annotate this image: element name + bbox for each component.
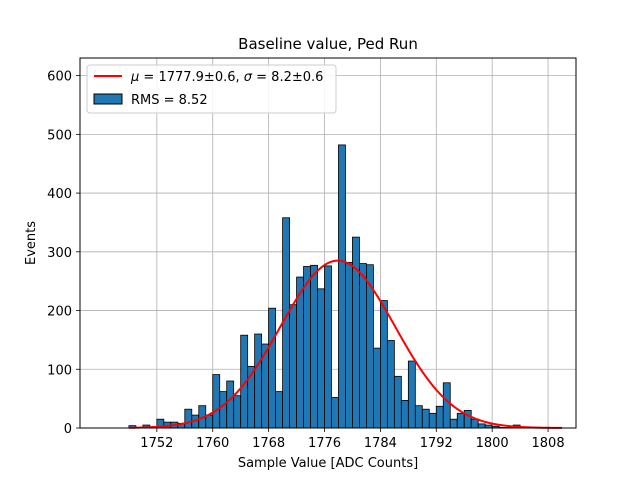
y-tick-label: 100 <box>47 363 72 378</box>
y-tick-label: 600 <box>47 70 72 85</box>
x-tick-label: 1760 <box>196 436 229 451</box>
y-tick-label: 200 <box>47 305 72 320</box>
histogram-bar <box>338 144 346 429</box>
histogram-bar <box>470 418 479 429</box>
legend-fit-label: μ = 1777.9±0.6, σ = 8.2±0.6 <box>130 70 323 85</box>
histogram-bar <box>205 414 214 429</box>
histogram-bar <box>233 395 242 429</box>
x-tick-label: 1808 <box>532 436 565 451</box>
gaussian-fit-curve <box>128 259 563 429</box>
y-tick-label: 400 <box>47 187 72 202</box>
x-tick-label: 1752 <box>140 436 173 451</box>
histogram-bar <box>275 391 283 429</box>
histogram-bar <box>386 340 395 429</box>
histogram-bar <box>296 276 304 429</box>
x-tick-label: 1768 <box>252 436 285 451</box>
x-tick-label: 1776 <box>308 436 341 451</box>
histogram-bar <box>421 408 430 429</box>
histogram-bar <box>435 405 444 429</box>
histogram-bar <box>254 333 263 429</box>
histogram-bar <box>268 307 277 429</box>
histogram-bar <box>317 288 325 429</box>
legend: μ = 1777.9±0.6, σ = 8.2±0.6 RMS = 8.52 <box>86 64 337 114</box>
histogram-bar <box>456 412 465 429</box>
legend-sigma-value: = 8.2±0.6 <box>252 70 323 85</box>
histogram-bar <box>289 304 297 429</box>
y-axis-label: Events <box>24 221 39 265</box>
histogram-bar <box>324 265 332 429</box>
x-axis-label: Sample Value [ADC Counts] <box>238 456 418 471</box>
histogram-bar <box>219 391 228 429</box>
x-tick-label: 1792 <box>420 436 453 451</box>
histogram-bar <box>226 380 235 429</box>
legend-mu-symbol: μ <box>130 70 139 85</box>
legend-mu-value: = 1777.9±0.6, <box>139 70 243 85</box>
histogram-bar <box>345 261 353 429</box>
histogram-bar <box>393 375 402 429</box>
histogram-bar <box>449 418 458 429</box>
histogram-bar <box>379 300 388 429</box>
histogram-bar <box>442 382 451 429</box>
legend-sigma-symbol: σ <box>244 70 253 85</box>
histogram-bar <box>212 374 221 429</box>
legend-histogram-label: RMS = 8.52 <box>131 93 208 108</box>
legend-box <box>86 64 337 114</box>
x-tick-label: 1800 <box>476 436 509 451</box>
histogram-bar <box>359 263 367 429</box>
histogram-bar <box>477 423 486 429</box>
y-tick-label: 500 <box>47 128 72 143</box>
histogram-bar <box>407 360 416 429</box>
histogram-bar <box>331 397 339 429</box>
y-axis-ticks: 0 100 200 300 400 500 600 <box>47 70 80 437</box>
histogram-bar <box>184 408 193 429</box>
y-tick-label: 300 <box>47 246 72 261</box>
x-axis-ticks: 1752 1760 1768 1776 1784 1792 1800 1808 <box>140 428 565 451</box>
y-tick-label: 0 <box>64 422 72 437</box>
axes-frame <box>79 57 577 429</box>
chart-title: Baseline value, Ped Run <box>238 35 418 53</box>
histogram-bar <box>373 347 381 429</box>
histogram-bar <box>310 264 318 429</box>
histogram-bar <box>414 405 423 429</box>
x-tick-label: 1784 <box>364 436 397 451</box>
histogram-bar <box>400 399 409 429</box>
histogram-bar <box>428 412 437 429</box>
histogram-bar <box>303 266 311 429</box>
legend-histogram-patch <box>93 93 123 105</box>
